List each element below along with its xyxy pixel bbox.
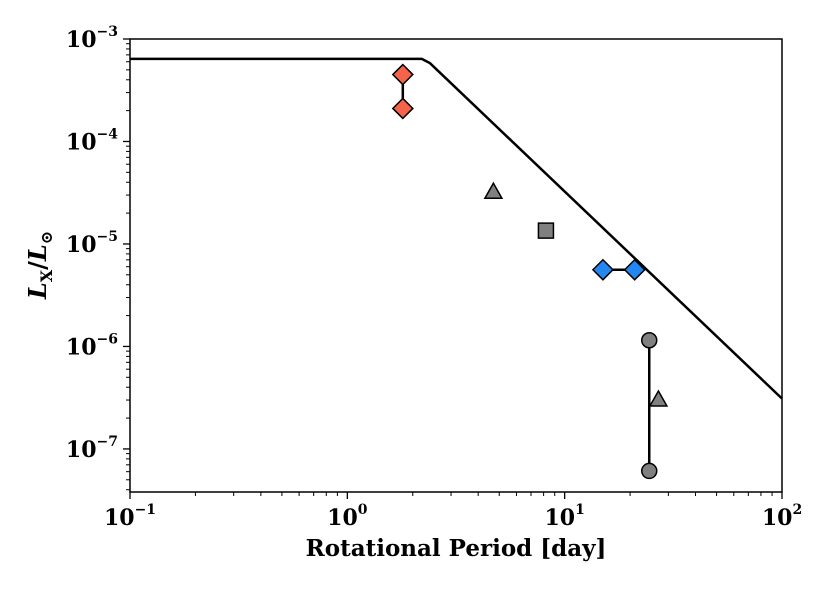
y-tick-label: 10−6 [66, 331, 118, 360]
x-tick-exponent: 0 [358, 502, 368, 518]
gray-triangles-point-2 [648, 389, 669, 407]
plot-frame [129, 38, 783, 493]
blue-diamonds-point-1 [591, 258, 614, 281]
y-axis-title-l: L [23, 282, 52, 300]
y-tick-exponent: −5 [97, 229, 118, 245]
y-tick-base: 10 [66, 437, 97, 463]
y-tick-base: 10 [66, 232, 97, 258]
y-tick-base: 10 [66, 334, 97, 360]
y-axis-title-slash: / [23, 261, 52, 270]
gray-square-point-1 [537, 222, 555, 239]
y-tick-base: 10 [66, 27, 97, 53]
y-tick-label: 10−4 [66, 126, 118, 155]
y-tick-exponent: −6 [97, 331, 118, 347]
x-tick-base: 10 [544, 505, 575, 531]
y-tick-exponent: −3 [97, 24, 118, 40]
gray-circles-point-2 [640, 462, 658, 480]
plot-area [130, 57, 783, 480]
blue-diamonds-point-2 [623, 258, 646, 281]
red-diamonds-point-1 [391, 63, 414, 86]
y-tick-label: 10−5 [66, 229, 118, 258]
y-tick-exponent: −4 [97, 126, 119, 142]
gray-triangles-point-1 [483, 181, 504, 199]
model-curve [130, 57, 783, 400]
x-tick-exponent: 2 [792, 502, 802, 518]
y-tick-base: 10 [66, 129, 97, 155]
x-tick-base: 10 [327, 505, 358, 531]
x-tick-label: 101 [544, 502, 584, 531]
y-tick-label: 10−3 [66, 24, 118, 53]
y-axis-title-sub: X [37, 269, 56, 282]
svg-text:LX/L⊙: LX/L⊙ [23, 231, 56, 300]
x-tick-exponent: −1 [135, 502, 156, 518]
x-axis-title: Rotational Period [day] [306, 535, 607, 562]
gray-circles-point-1 [640, 331, 658, 349]
x-tick-exponent: 1 [575, 502, 585, 518]
x-tick-base: 10 [762, 505, 793, 531]
y-axis-title-sun: ⊙ [37, 231, 56, 244]
red-diamonds-point-2 [391, 97, 414, 120]
y-axis-title-l2: L [23, 244, 52, 262]
x-tick-label: 10−1 [104, 502, 156, 531]
x-tick-base: 10 [104, 505, 135, 531]
x-tick-label: 100 [327, 502, 368, 531]
x-tick-label: 102 [762, 502, 802, 531]
y-axis-title: LX/L⊙ [23, 231, 56, 300]
y-tick-exponent: −7 [97, 434, 118, 450]
y-tick-label: 10−7 [66, 434, 118, 463]
